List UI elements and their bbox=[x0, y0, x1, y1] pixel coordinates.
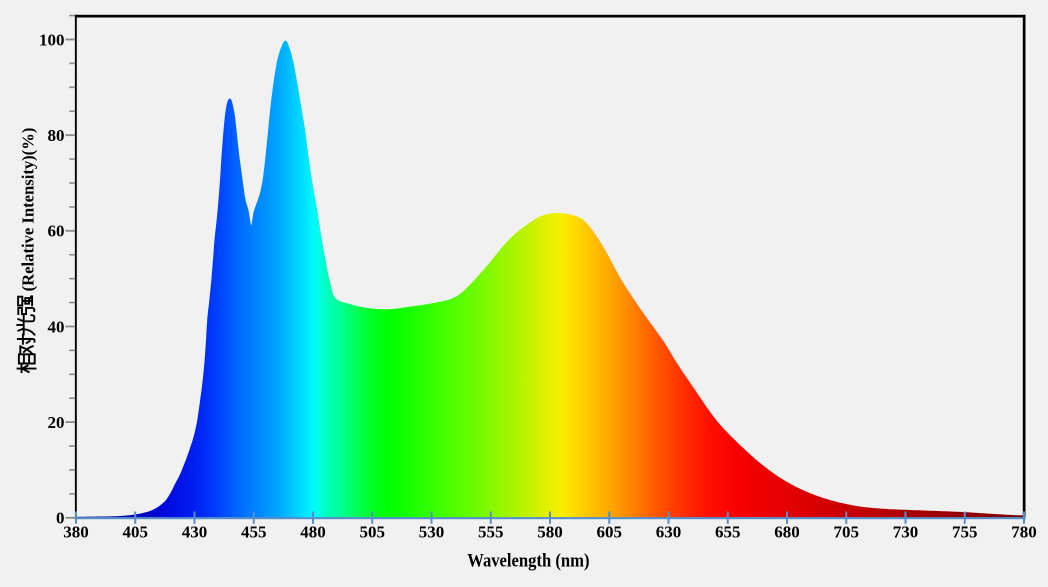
svg-text:530: 530 bbox=[419, 523, 445, 542]
svg-text:430: 430 bbox=[182, 523, 208, 542]
svg-text:780: 780 bbox=[1011, 523, 1037, 542]
svg-text:505: 505 bbox=[359, 523, 385, 542]
svg-text:580: 580 bbox=[537, 523, 563, 542]
svg-text:100: 100 bbox=[39, 30, 65, 49]
svg-text:705: 705 bbox=[833, 523, 859, 542]
svg-text:680: 680 bbox=[774, 523, 800, 542]
svg-text:655: 655 bbox=[715, 523, 741, 542]
svg-text:730: 730 bbox=[893, 523, 919, 542]
svg-text:20: 20 bbox=[48, 413, 65, 432]
svg-text:555: 555 bbox=[478, 523, 504, 542]
svg-text:405: 405 bbox=[122, 523, 148, 542]
svg-text:455: 455 bbox=[241, 523, 267, 542]
svg-text:480: 480 bbox=[300, 523, 326, 542]
svg-text:80: 80 bbox=[48, 126, 65, 145]
svg-text:380: 380 bbox=[63, 523, 89, 542]
svg-text:(Relative Intensity)(%): (Relative Intensity)(%) bbox=[19, 128, 38, 292]
svg-text:0: 0 bbox=[56, 509, 65, 528]
svg-text:755: 755 bbox=[952, 523, 978, 542]
svg-text:60: 60 bbox=[48, 222, 65, 241]
svg-text:630: 630 bbox=[656, 523, 682, 542]
svg-text:605: 605 bbox=[596, 523, 622, 542]
svg-text:Wavelength (nm): Wavelength (nm) bbox=[467, 551, 589, 572]
svg-text:40: 40 bbox=[48, 317, 65, 336]
